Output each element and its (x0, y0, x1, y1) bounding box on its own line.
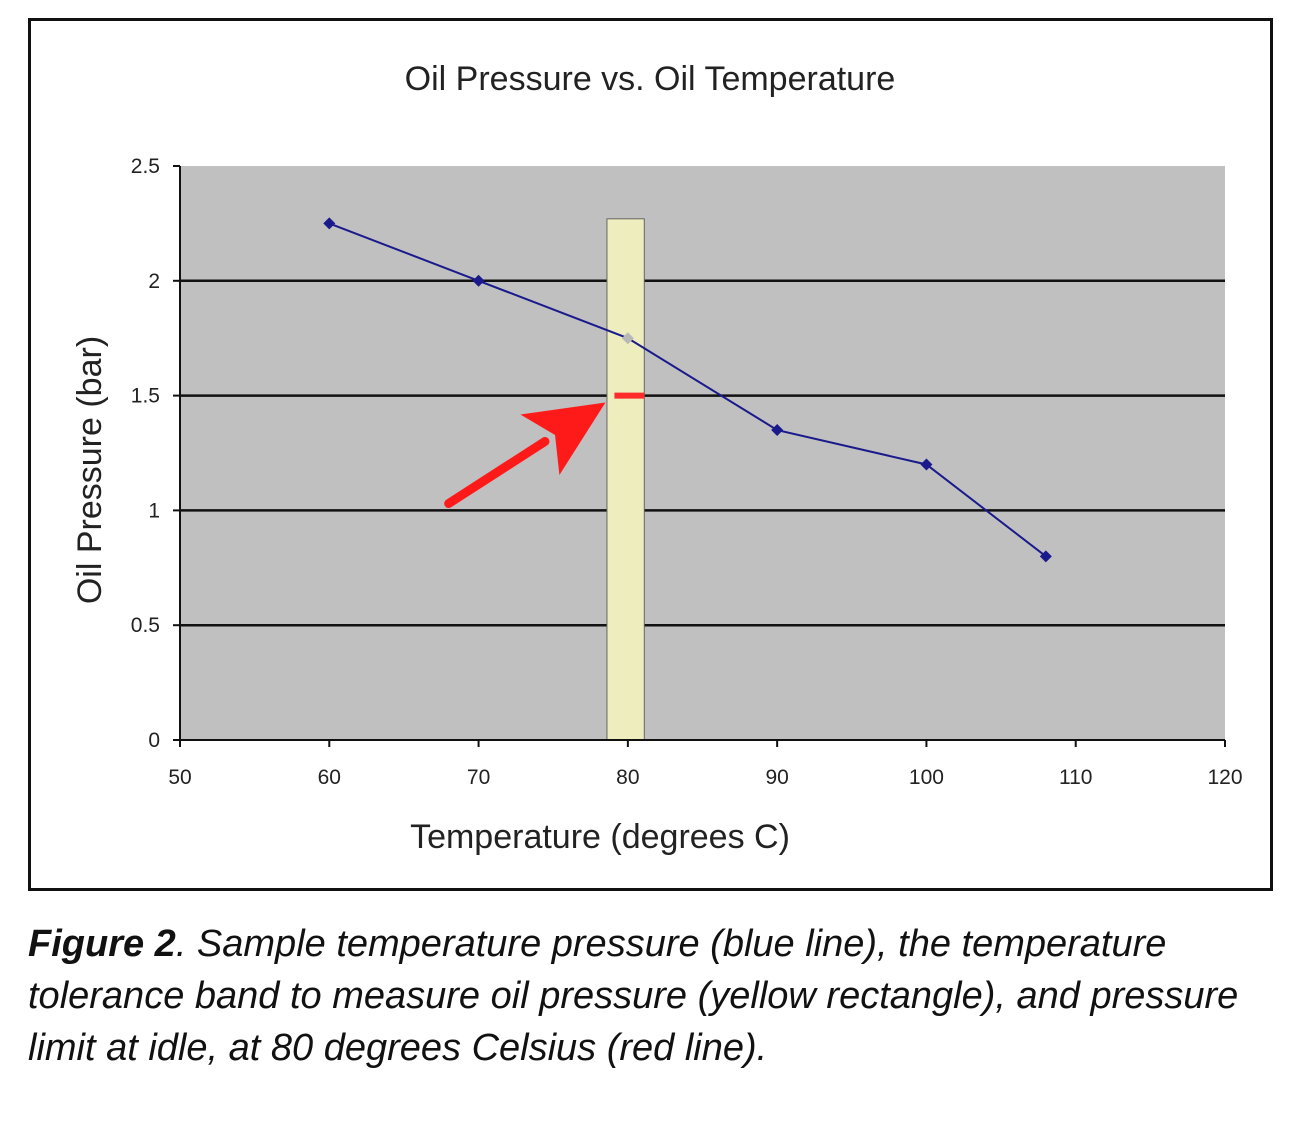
x-tick-label: 120 (1207, 766, 1242, 789)
tolerance-band-layer (606, 218, 645, 741)
figure-caption: Figure 2. Sample temperature pressure (b… (28, 918, 1278, 1074)
x-axis-label: Temperature (degrees C) (410, 818, 790, 856)
y-axis-label: Oil Pressure (bar) (71, 336, 109, 604)
x-tick-label: 110 (1059, 766, 1092, 789)
data-point-marker (621, 332, 634, 345)
y-tick-label: 1.5 (131, 385, 160, 408)
line-chart: Oil Pressure vs. Oil Temperature 0 0.5 1 1.… (71, 60, 1243, 856)
axes: 0 0.5 1 1.5 2 2.5 50 60 70 80 90 100 110 120 (131, 155, 1243, 789)
arrow-shaft (444, 436, 550, 509)
x-tick-label: 50 (168, 766, 191, 789)
figure-label: Figure 2 (28, 923, 176, 965)
gridlines (180, 279, 1225, 627)
y-tick-label: 1 (148, 499, 160, 522)
y-tick-label: 2.5 (131, 155, 160, 178)
data-point-marker (472, 274, 485, 287)
series-line (328, 222, 1047, 558)
y-tick-label: 2 (148, 270, 160, 293)
data-point-marker (323, 217, 336, 230)
x-tick-label: 70 (467, 766, 490, 789)
arrow-head (520, 402, 606, 476)
data-point-marker (771, 424, 784, 437)
plot-area (180, 166, 1225, 740)
chart-title: Oil Pressure vs. Oil Temperature (405, 60, 896, 98)
data-point-marker (920, 458, 933, 471)
tolerance-band (606, 218, 645, 741)
x-tick-label: 90 (765, 766, 788, 789)
caption-text: . Sample temperature pressure (blue line… (28, 923, 1239, 1069)
x-tick-label: 60 (318, 766, 341, 789)
annotation-layer (444, 392, 645, 509)
series-layer (323, 217, 1052, 563)
x-tick-label: 80 (616, 766, 639, 789)
y-tick-label: 0 (148, 729, 160, 752)
y-tick-label: 0.5 (131, 614, 160, 637)
x-tick-label: 100 (909, 766, 944, 789)
data-point-marker (1039, 550, 1052, 563)
